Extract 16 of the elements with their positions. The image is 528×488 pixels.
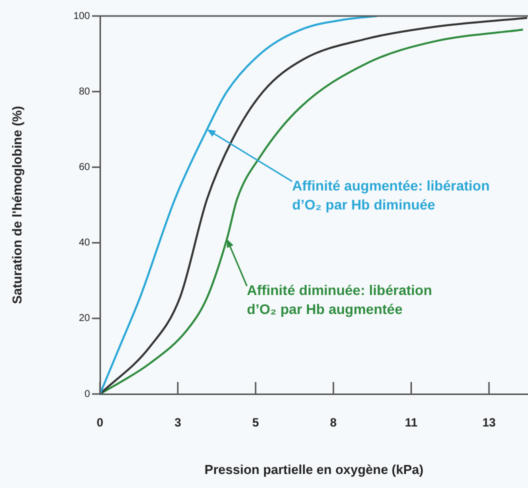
x-axis-title: Pression partielle en oxygène (kPa) [204, 462, 424, 477]
y-tick-label: 100 [73, 10, 90, 22]
y-tick-label: 20 [78, 313, 90, 324]
x-tick-label: 11 [404, 416, 418, 430]
y-tick-label: 60 [78, 162, 90, 173]
annotation: Affinité diminuée: libération d’O₂ par Hb augmentée [246, 282, 432, 317]
x-tick-label: 8 [330, 416, 338, 430]
y-axis-title: Saturation de l'hémoglobine (%) [9, 106, 24, 304]
x-tick-label: 13 [482, 416, 496, 430]
y-tick-label: 0 [84, 388, 90, 400]
y-tick-label: 40 [78, 238, 90, 249]
x-tick-label: 5 [252, 416, 260, 430]
y-tick-label: 80 [78, 86, 90, 98]
annotation: Affinité augmentée: libération d’O₂ par Hb diminuée [292, 177, 490, 212]
x-tick-label: 3 [174, 416, 182, 430]
x-tick-label: 0 [96, 416, 104, 430]
